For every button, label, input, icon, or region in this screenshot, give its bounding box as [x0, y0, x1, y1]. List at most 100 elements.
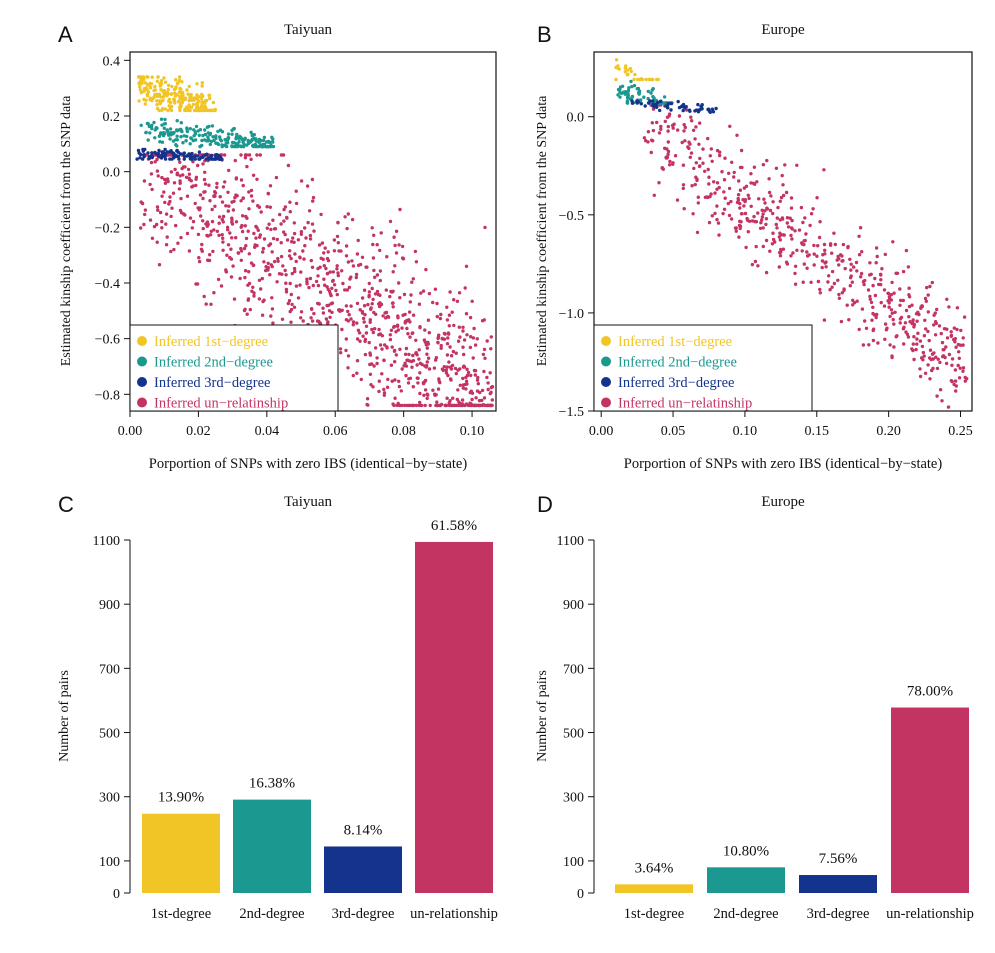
- scatter-point: [203, 170, 207, 174]
- scatter-point: [145, 92, 149, 97]
- scatter-point: [891, 317, 895, 322]
- scatter-point: [351, 373, 355, 378]
- scatter-point: [161, 133, 166, 138]
- scatter-point: [150, 151, 154, 155]
- scatter-point: [354, 275, 358, 280]
- scatter-point: [373, 275, 377, 279]
- scatter-point: [279, 254, 284, 259]
- scatter-point: [439, 312, 443, 317]
- scatter-point: [293, 269, 297, 274]
- scatter-point: [450, 310, 454, 314]
- scatter-point: [830, 251, 834, 255]
- scatter-point: [367, 290, 372, 294]
- scatter-point: [397, 281, 401, 285]
- scatter-point: [373, 346, 378, 350]
- scatter-point: [150, 126, 154, 131]
- scatter-point: [379, 302, 384, 307]
- scatter-point: [325, 285, 329, 289]
- scatter-point: [165, 235, 169, 239]
- scatter-point: [168, 195, 172, 199]
- scatter-point: [961, 369, 965, 373]
- scatter-point: [867, 343, 871, 347]
- scatter-point: [466, 370, 471, 375]
- panel-d-bar: D Europe 3.64%10.80% 7.56%78.00% 01003005…: [535, 492, 974, 922]
- scatter-point: [859, 271, 864, 276]
- scatter-point: [200, 100, 204, 105]
- scatter-point: [876, 341, 880, 345]
- panel-a-title: Taiyuan: [284, 22, 333, 38]
- scatter-point: [618, 85, 623, 89]
- scatter-point: [294, 259, 298, 264]
- scatter-point: [646, 140, 650, 144]
- scatter-point: [299, 316, 303, 320]
- scatter-point: [727, 171, 731, 175]
- scatter-point: [251, 173, 256, 177]
- scatter-point: [836, 278, 840, 282]
- scatter-point: [175, 134, 179, 138]
- scatter-point: [379, 231, 383, 235]
- scatter-point: [408, 300, 412, 304]
- scatter-point: [355, 337, 360, 341]
- scatter-point: [139, 81, 144, 86]
- scatter-point: [644, 77, 648, 82]
- scatter-point: [164, 212, 169, 216]
- scatter-point: [464, 402, 469, 406]
- scatter-point: [625, 99, 630, 103]
- scatter-point: [370, 327, 374, 332]
- scatter-point: [311, 195, 316, 200]
- panel-c-title: Taiyuan: [284, 494, 333, 510]
- panel-d-x-axis: 1st-degree 2nd-degree 3rd-degree un-relatio…: [624, 906, 974, 922]
- scatter-point: [895, 334, 899, 338]
- scatter-point: [457, 291, 462, 295]
- scatter-point: [426, 356, 431, 360]
- scatter-point: [142, 222, 146, 227]
- scatter-point: [858, 226, 863, 230]
- scatter-point: [248, 307, 252, 312]
- scatter-point: [421, 381, 426, 385]
- scatter-point: [155, 205, 160, 209]
- scatter-point: [152, 95, 156, 100]
- scatter-point: [388, 219, 393, 224]
- panel-c-y-label: Number of pairs: [57, 670, 72, 762]
- scatter-point: [880, 267, 884, 271]
- scatter-point: [461, 329, 465, 333]
- scatter-point: [907, 295, 912, 299]
- scatter-point: [153, 136, 157, 140]
- scatter-point: [322, 251, 326, 255]
- scatter-point: [366, 403, 370, 407]
- scatter-point: [918, 339, 923, 343]
- scatter-point: [854, 260, 859, 265]
- scatter-point: [431, 300, 435, 305]
- scatter-point: [762, 197, 766, 201]
- scatter-point: [365, 397, 370, 401]
- scatter-point: [411, 353, 415, 358]
- scatter-point: [375, 289, 380, 294]
- scatter-point: [378, 343, 383, 347]
- scatter-point: [307, 285, 311, 290]
- scatter-point: [155, 169, 160, 173]
- scatter-point: [871, 328, 875, 333]
- scatter-point: [461, 376, 465, 381]
- scatter-point: [226, 190, 230, 194]
- scatter-point: [650, 88, 654, 92]
- scatter-point: [747, 219, 752, 223]
- scatter-point: [461, 345, 465, 349]
- scatter-point: [172, 87, 177, 92]
- scatter-point: [386, 315, 391, 319]
- scatter-point: [335, 267, 339, 271]
- scatter-point: [485, 375, 489, 380]
- scatter-point: [156, 208, 160, 212]
- scatter-point: [203, 101, 207, 105]
- scatter-point: [257, 137, 262, 142]
- scatter-point: [168, 100, 173, 105]
- scatter-point: [206, 131, 210, 135]
- panel-c-bars: 13.90%16.38%8.14%61.58%: [142, 518, 493, 893]
- scatter-point: [788, 216, 792, 220]
- scatter-point: [764, 217, 769, 221]
- scatter-point: [254, 224, 258, 229]
- scatter-point: [713, 211, 717, 216]
- scatter-point: [857, 327, 861, 332]
- scatter-point: [694, 125, 698, 129]
- scatter-point: [465, 367, 469, 371]
- scatter-point: [160, 175, 164, 180]
